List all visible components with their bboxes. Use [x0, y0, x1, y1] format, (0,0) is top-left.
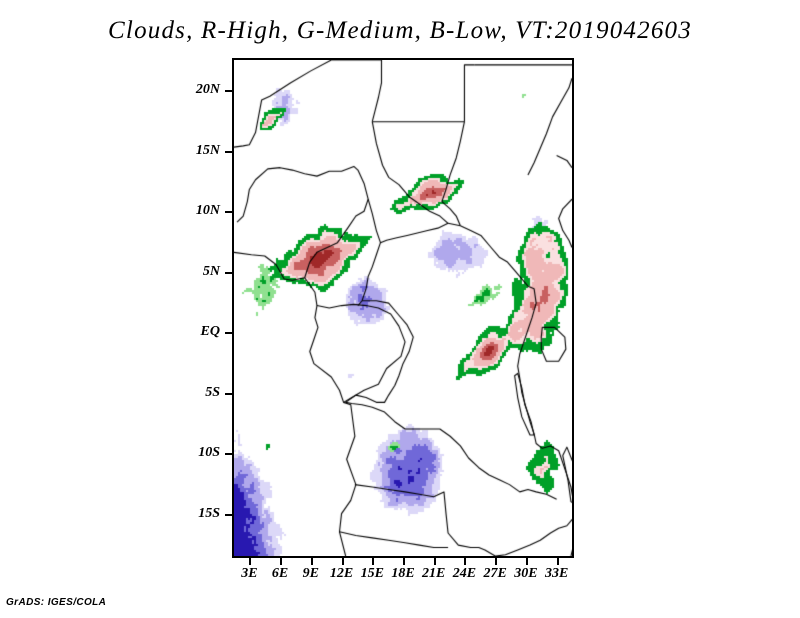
x-axis-tick [310, 558, 313, 565]
x-axis-tick [280, 558, 283, 565]
x-axis-tick [403, 558, 405, 565]
x-axis-tick [556, 558, 559, 565]
x-axis-label-18e: 18E [391, 566, 415, 581]
y-axis-tick [225, 392, 232, 395]
x-axis-label-12e: 12E [329, 566, 354, 581]
x-axis-label-21e: 21E [422, 566, 446, 581]
x-axis-label-27e: 27E [483, 566, 507, 581]
map-plot-clip [234, 60, 572, 556]
x-axis-label-30e: 30E [514, 566, 538, 581]
y-axis-label-15n: 15N [195, 142, 220, 158]
page-title: Clouds, R-High, G-Medium, B-Low, VT:2019… [108, 17, 692, 44]
y-axis-tick [225, 211, 232, 214]
x-axis-tick [249, 558, 252, 565]
y-axis-tick [225, 453, 232, 456]
y-axis-label-10n: 10N [195, 203, 220, 219]
y-axis-label-15s: 15S [198, 505, 220, 521]
map-plot-frame [232, 58, 574, 558]
y-axis-label-10s: 10S [198, 445, 220, 461]
x-axis-label-15e: 15E [360, 566, 384, 581]
x-axis-tick [495, 558, 498, 565]
x-axis-tick [433, 558, 436, 565]
coastline-overlay [234, 60, 572, 556]
y-axis-tick [225, 332, 232, 335]
y-axis-tick [225, 150, 232, 153]
x-axis-tick [525, 558, 528, 565]
y-axis-label-5n: 5N [202, 263, 220, 279]
x-axis-label-3e: 3E [241, 566, 258, 581]
y-axis-label-eq: EQ [200, 324, 220, 340]
y-axis-tick [225, 513, 232, 516]
x-axis-label-33e: 33E [544, 566, 569, 581]
grads-credit: GrADS: IGES/COLA [6, 597, 107, 608]
y-axis-label-5s: 5S [205, 384, 220, 400]
y-axis-tick [225, 271, 232, 274]
y-axis-tick [225, 90, 232, 93]
x-axis-tick [372, 558, 375, 565]
x-axis-tick [464, 558, 467, 565]
x-axis-tick [341, 558, 344, 565]
x-axis-label-9e: 9E [302, 566, 319, 581]
x-axis-label-6e: 6E [271, 566, 289, 581]
y-axis-label-20n: 20N [195, 82, 220, 98]
x-axis-label-24e: 24E [452, 566, 477, 581]
